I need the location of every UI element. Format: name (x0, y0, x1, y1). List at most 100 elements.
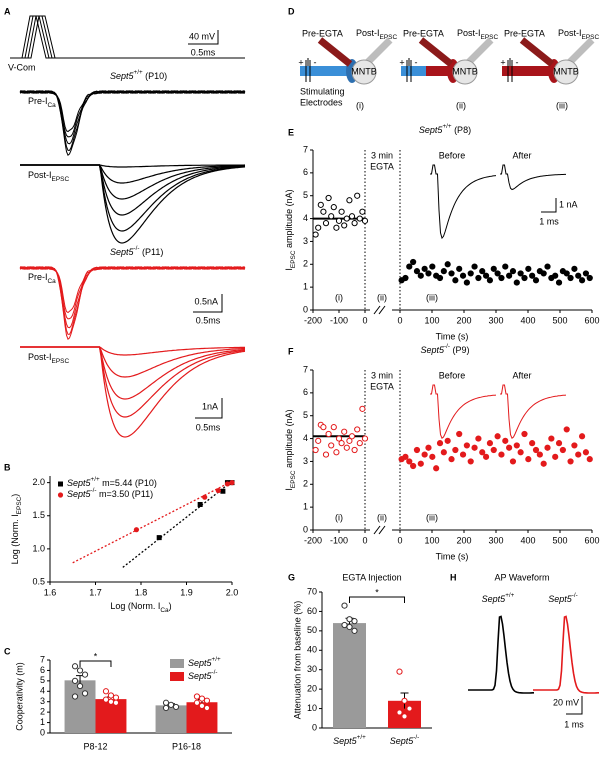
y-tick-label: 0.5 (32, 576, 45, 586)
panel-label: G (288, 572, 295, 582)
pre-electrode (519, 37, 555, 67)
data-point (513, 279, 520, 286)
data-point (402, 274, 409, 282)
data-point (354, 192, 361, 199)
text-part: Sept5 (67, 478, 92, 488)
scale-label: 0.5ms (196, 422, 221, 432)
data-point (498, 451, 505, 458)
data-point (197, 501, 203, 507)
text-part: Pre-I (28, 272, 48, 282)
data-point (417, 272, 424, 279)
text-part: EPSC (582, 34, 600, 41)
data-point (586, 274, 593, 282)
x-tick-label: 0 (362, 315, 367, 325)
data-point (578, 277, 586, 284)
pre-trace (19, 266, 246, 341)
data-point (330, 204, 337, 211)
y-axis-label: Attenuation from baseline (%) (292, 601, 302, 720)
text-part: EPSC (380, 34, 398, 41)
text-part: Sept5 (110, 71, 135, 81)
data-point (459, 451, 467, 458)
data-point (544, 263, 551, 270)
data-point (471, 444, 478, 451)
data-point (563, 270, 570, 277)
axon (502, 66, 552, 76)
y-tick-label: 7 (303, 144, 308, 154)
text-part: Log (Norm. I (10, 514, 20, 564)
data-point (102, 696, 110, 703)
electrode-label: Post-IEPSC (558, 28, 599, 40)
text-part: Post-I (356, 28, 380, 38)
data-point (544, 444, 551, 451)
data-point (475, 435, 482, 442)
pre-trace (19, 90, 246, 157)
data-point (76, 682, 84, 690)
data-point (162, 704, 170, 712)
data-point (548, 435, 555, 442)
y-tick-label: 20 (307, 684, 317, 694)
y-tick-label: 30 (307, 664, 317, 674)
data-point (335, 217, 343, 224)
data-point (76, 667, 84, 674)
y-tick-label: 3 (303, 236, 308, 246)
significance-label: * (375, 587, 379, 597)
text-part: Sept5 (188, 658, 213, 668)
data-point (517, 449, 524, 456)
y-tick-label: 70 (307, 586, 317, 596)
data-point (338, 208, 345, 215)
data-point (346, 623, 353, 631)
x-tick-label: 500 (552, 315, 567, 325)
x-tick-label: 200 (456, 535, 471, 545)
axis-break (378, 525, 386, 535)
data-point (156, 535, 162, 541)
y-tick-label: 1 (40, 717, 45, 727)
data-point (224, 481, 231, 487)
polarity-label: - (314, 57, 317, 67)
stim-label: Stimulating (300, 86, 345, 96)
data-point (582, 449, 590, 456)
data-point (436, 440, 444, 447)
stim-label: Electrodes (300, 97, 343, 107)
post-electrode (565, 37, 595, 67)
electrode-label: Pre-EGTA (302, 28, 343, 38)
data-point (328, 442, 335, 449)
group-title: Sept5-/- (P11) (110, 245, 163, 258)
data-point (406, 263, 413, 270)
data-point (401, 697, 408, 704)
scale-label: 1nA (202, 401, 218, 411)
panel-label: A (4, 6, 11, 16)
text-part: +/+ (505, 592, 514, 599)
data-point (436, 274, 444, 282)
text-part: Pre-I (28, 96, 48, 106)
text-part: (P8) (452, 125, 472, 135)
text-part: Ca (48, 278, 57, 285)
panel-label: E (288, 127, 294, 137)
data-point (429, 263, 436, 270)
significance-bracket (349, 596, 405, 603)
data-point (555, 440, 563, 447)
fit-line (122, 480, 233, 568)
data-point (322, 451, 330, 458)
y-tick-label: 1.5 (32, 510, 45, 520)
data-point (325, 430, 332, 438)
annotation: EGTA (370, 161, 394, 171)
data-point (529, 440, 536, 447)
text-part: I (284, 488, 294, 491)
significance-label: * (94, 651, 98, 661)
data-point (322, 220, 330, 227)
x-tick-label: Sept5+/+ (333, 734, 366, 747)
axis-break (373, 525, 381, 535)
y-tick-label: 6 (40, 665, 45, 675)
y-tick-label: 4 (303, 213, 308, 223)
data-point (193, 699, 201, 706)
data-point (575, 272, 582, 279)
x-axis-label: Time (s) (436, 331, 469, 341)
data-point (361, 217, 369, 224)
data-point (452, 446, 459, 454)
data-point (107, 698, 115, 705)
data-point (356, 215, 363, 222)
y-tick-label: 60 (307, 606, 317, 616)
x-tick-label: Sept5-/- (390, 734, 419, 747)
data-point (456, 430, 463, 438)
x-tick-label: 1.9 (180, 587, 193, 597)
